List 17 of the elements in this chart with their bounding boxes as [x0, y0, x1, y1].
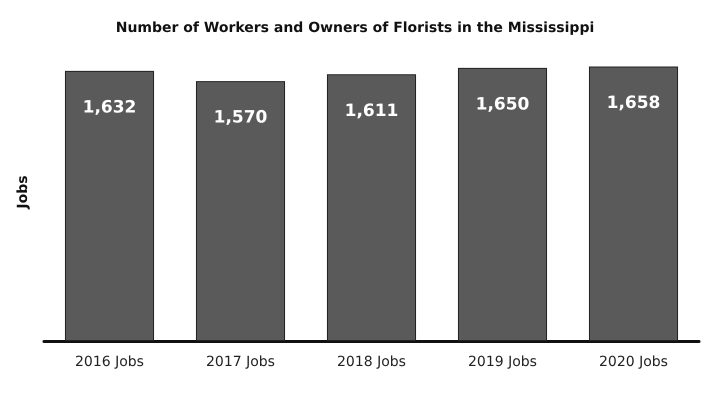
data-label: 1,570: [214, 108, 268, 128]
x-tick-label: 2019 Jobs: [468, 354, 537, 370]
x-tick-label: 2018 Jobs: [337, 354, 406, 370]
data-label: 1,632: [82, 97, 136, 118]
x-tick-label: 2020 Jobs: [599, 354, 668, 370]
bar: [588, 66, 678, 341]
bar: [196, 81, 286, 341]
data-label: 1,650: [476, 94, 530, 114]
y-axis-title: Jobs: [15, 175, 31, 210]
data-label: 1,658: [606, 93, 660, 114]
x-tick-label: 2016 Jobs: [75, 354, 144, 370]
data-label: 1,611: [344, 100, 398, 121]
bar: [64, 70, 154, 341]
bar: [326, 74, 416, 341]
chart-title: Number of Workers and Owners of Florists in the Mississippi: [116, 20, 594, 36]
bar: [458, 68, 548, 341]
x-tick-label: 2017 Jobs: [206, 354, 275, 370]
